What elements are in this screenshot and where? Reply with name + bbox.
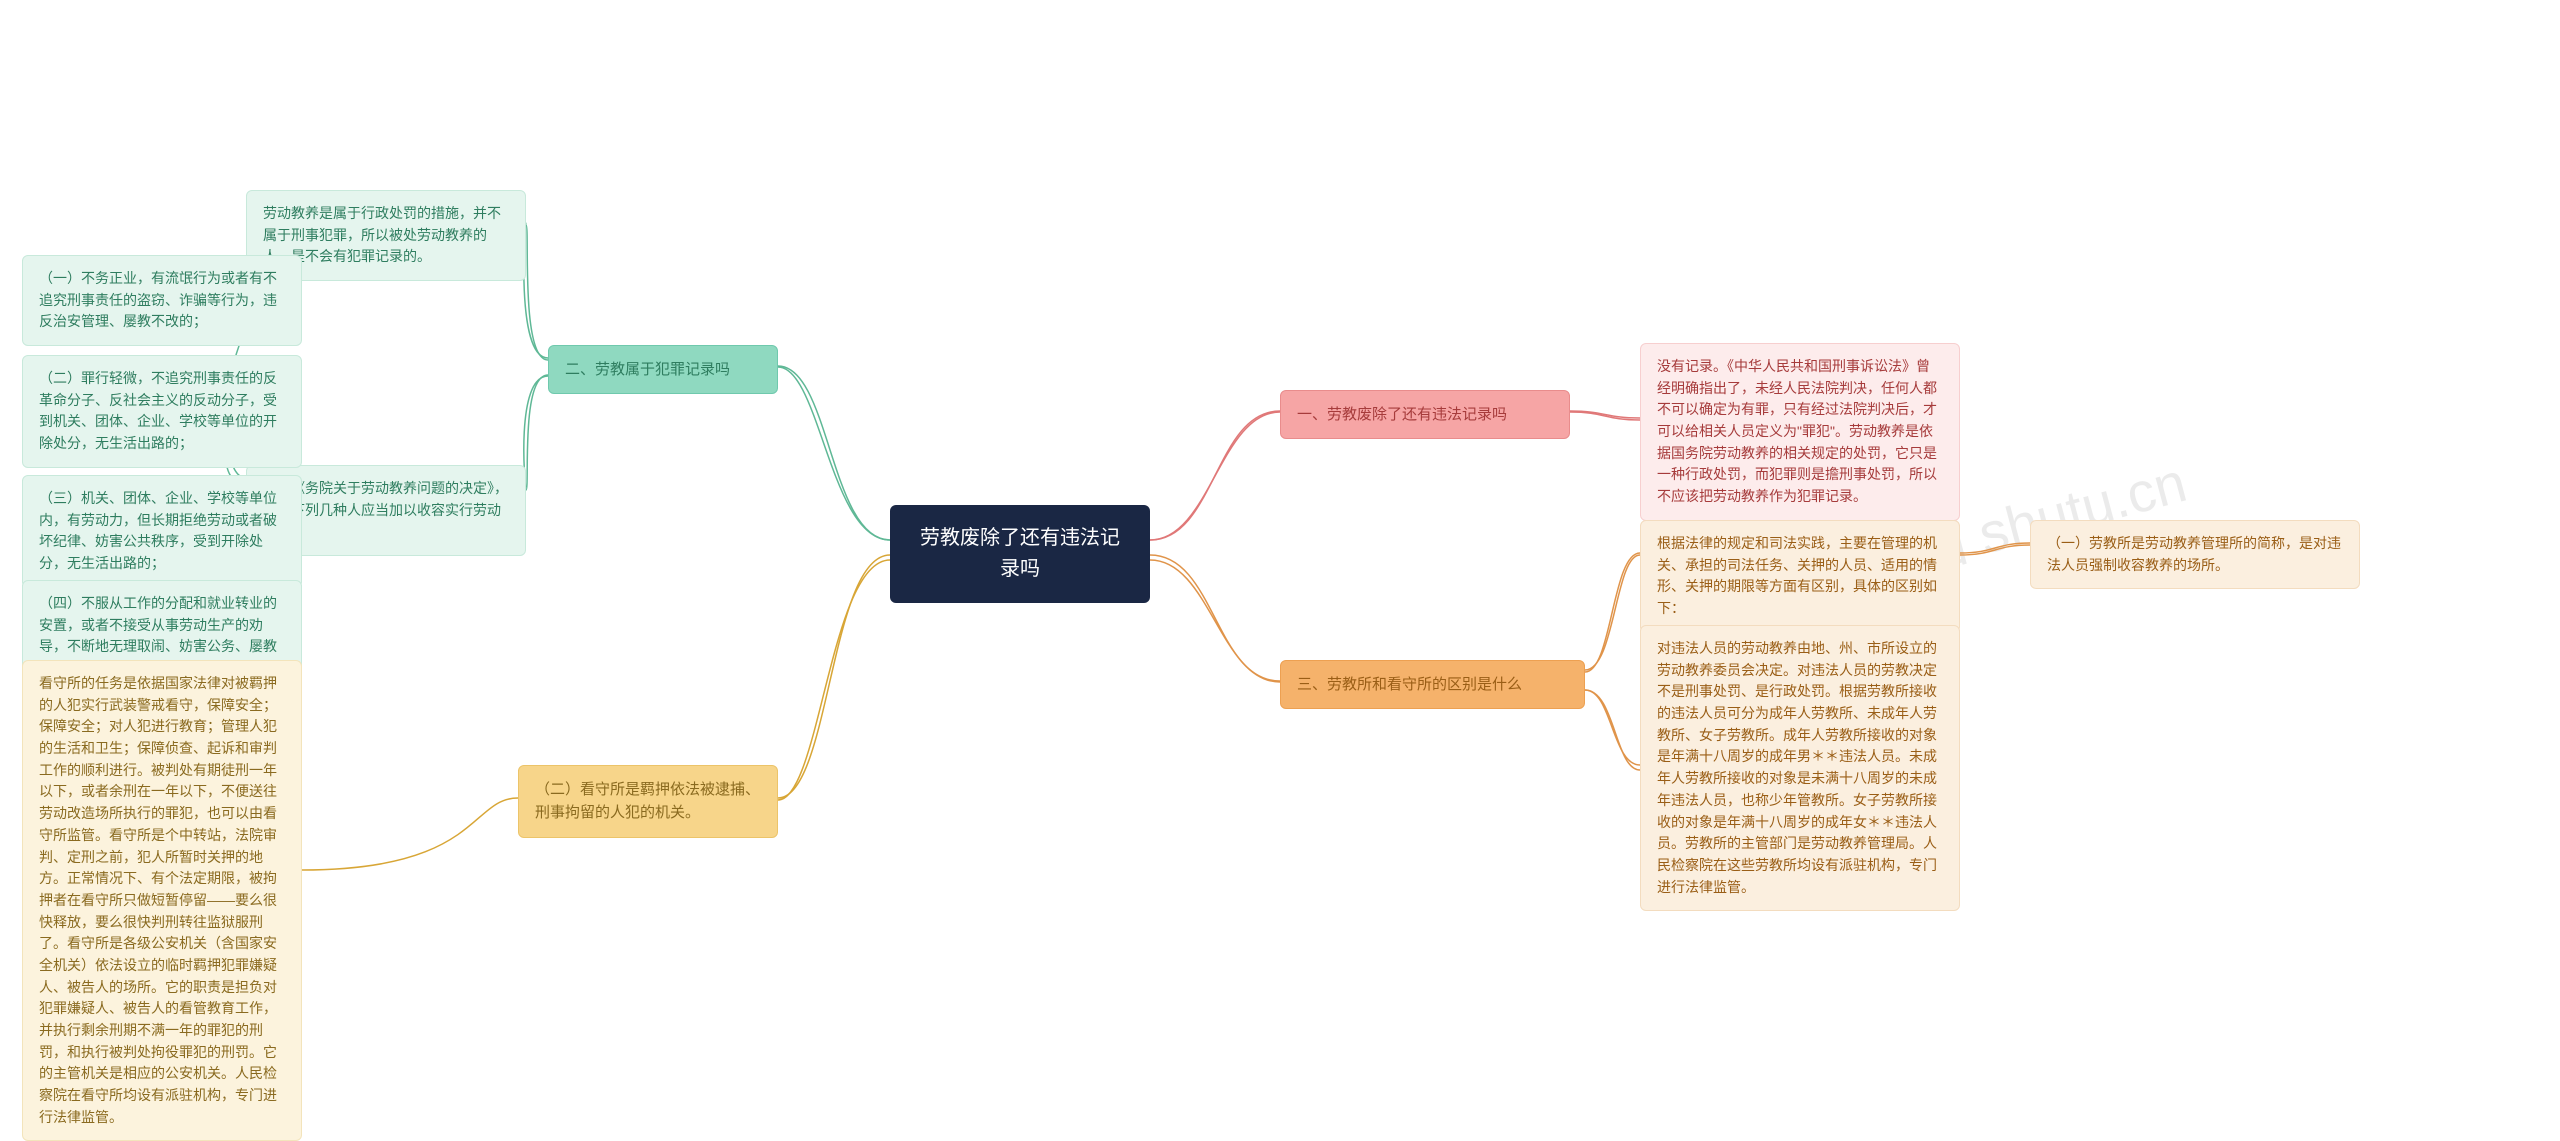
root-node: 劳教废除了还有违法记录吗 [890, 505, 1150, 603]
leaf-text: （二）罪行轻微，不追究刑事责任的反革命分子、反社会主义的反动分子，受到机关、团体… [39, 370, 277, 451]
branch-2-leaf-1-0: （一）不务正业，有流氓行为或者有不追究刑事责任的盗窃、诈骗等行为，违反治安管理、… [22, 255, 302, 346]
branch-1-leaf-0: 没有记录。《中华人民共和国刑事诉讼法》曾经明确指出了，未经人民法院判决，任何人都… [1640, 343, 1960, 521]
leaf-text: 看守所的任务是依据国家法律对被羁押的人犯实行武装警戒看守，保障安全；保障安全；对… [39, 675, 277, 1125]
branch-2-label: 二、劳教属于犯罪记录吗 [565, 361, 730, 378]
leaf-text: （三）机关、团体、企业、学校等单位内，有劳动力，但长期拒绝劳动或者破坏纪律、妨害… [39, 490, 277, 571]
branch-4-leaf-0-0: （一）劳教所是劳动教养管理所的简称，是对违法人员强制收容教养的场所。 [2030, 520, 2360, 589]
branch-3-leaf-0: 看守所的任务是依据国家法律对被羁押的人犯实行武装警戒看守，保障安全；保障安全；对… [22, 660, 302, 1141]
leaf-text: 根据法律的规定和司法实践，主要在管理的机关、承担的司法任务、关押的人员、适用的情… [1657, 535, 1937, 616]
leaf-text: 没有记录。《中华人民共和国刑事诉讼法》曾经明确指出了，未经人民法院判决，任何人都… [1657, 358, 1937, 504]
branch-4-leaf-1: 对违法人员的劳动教养由地、州、市所设立的劳动教养委员会决定。对违法人员的劳教决定… [1640, 625, 1960, 911]
leaf-text: （一）劳教所是劳动教养管理所的简称，是对违法人员强制收容教养的场所。 [2047, 535, 2341, 573]
branch-3: （二）看守所是羁押依法被逮捕、刑事拘留的人犯的机关。 [518, 765, 778, 838]
branch-2: 二、劳教属于犯罪记录吗 [548, 345, 778, 394]
branch-4: 三、劳教所和看守所的区别是什么 [1280, 660, 1585, 709]
branch-3-label: （二）看守所是羁押依法被逮捕、刑事拘留的人犯的机关。 [535, 781, 760, 821]
branch-1-label: 一、劳教废除了还有违法记录吗 [1297, 406, 1507, 423]
branch-1: 一、劳教废除了还有违法记录吗 [1280, 390, 1570, 439]
branch-2-leaf-1-2: （三）机关、团体、企业、学校等单位内，有劳动力，但长期拒绝劳动或者破坏纪律、妨害… [22, 475, 302, 588]
branch-2-leaf-1-1: （二）罪行轻微，不追究刑事责任的反革命分子、反社会主义的反动分子，受到机关、团体… [22, 355, 302, 468]
branch-4-leaf-0: 根据法律的规定和司法实践，主要在管理的机关、承担的司法任务、关押的人员、适用的情… [1640, 520, 1960, 633]
root-label: 劳教废除了还有违法记录吗 [920, 527, 1120, 580]
leaf-text: （一）不务正业，有流氓行为或者有不追究刑事责任的盗窃、诈骗等行为，违反治安管理、… [39, 270, 277, 329]
leaf-text: 对违法人员的劳动教养由地、州、市所设立的劳动教养委员会决定。对违法人员的劳教决定… [1657, 640, 1937, 895]
branch-4-label: 三、劳教所和看守所的区别是什么 [1297, 676, 1522, 693]
